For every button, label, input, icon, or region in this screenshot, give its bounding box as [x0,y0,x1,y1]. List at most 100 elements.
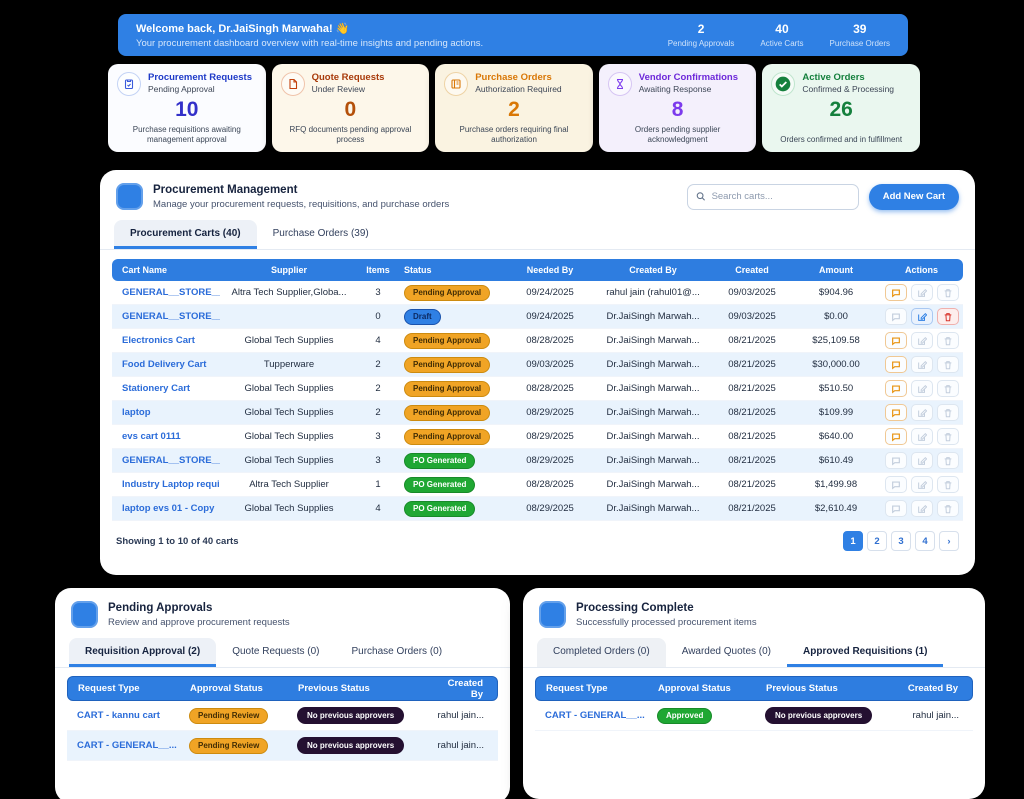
col-items: Items [366,265,390,275]
comment-icon[interactable] [884,476,907,493]
page-1-button[interactable]: 1 [843,531,863,551]
cart-name-link[interactable]: Stationery Cart [122,383,191,394]
comment-icon[interactable] [884,404,907,421]
approval-table-row[interactable]: CART - kannu cart Pending Review No prev… [67,701,498,731]
cart-table-row[interactable]: laptop evs 01 - Copy Global Tech Supplie… [112,497,963,521]
tab-approved-requisitions[interactable]: Approved Requisitions (1) [787,638,944,667]
cart-table-row[interactable]: Food Delivery Cart Tupperware 2 Pending … [112,353,963,377]
edit-icon[interactable] [910,404,933,421]
amount-cell: $25,109.58 [812,335,860,346]
col-created-by: Created By [629,265,677,275]
edit-icon[interactable] [910,452,933,469]
edit-icon[interactable] [910,428,933,445]
edit-icon[interactable] [910,308,933,325]
tab-quote-requests[interactable]: Quote Requests (0) [232,646,320,657]
edit-icon[interactable] [910,500,933,517]
cart-name-link[interactable]: Food Delivery Cart [122,359,207,370]
cart-table-row[interactable]: GENERAL__STORE__C... Global Tech Supplie… [112,449,963,473]
cart-table-row[interactable]: Industry Laptop requi... Altra Tech Supp… [112,473,963,497]
trash-icon[interactable] [936,308,959,325]
edit-icon[interactable] [910,476,933,493]
edit-icon[interactable] [910,356,933,373]
comment-icon[interactable] [884,308,907,325]
search-icon [696,192,705,201]
cart-table-row[interactable]: Stationery Cart Global Tech Supplies 2 P… [112,377,963,401]
edit-icon[interactable] [910,380,933,397]
next-page-button[interactable]: › [939,531,959,551]
stat-card: Vendor Confirmations Awaiting Response 8… [598,64,757,152]
cart-name-link[interactable]: Electronics Cart [122,335,195,346]
page-4-button[interactable]: 4 [915,531,935,551]
amount-cell: $640.00 [818,431,854,442]
trash-icon[interactable] [936,380,959,397]
created-by-cell: rahul jain... [912,710,959,721]
tab-purchase-orders[interactable]: Purchase Orders (39) [272,228,369,239]
approval-table-row[interactable]: CART - GENERAL__... Approved No previous… [535,701,973,731]
trash-icon[interactable] [936,356,959,373]
table-body: CART - GENERAL__... Approved No previous… [535,701,973,731]
trash-icon[interactable] [936,428,959,445]
comment-icon[interactable] [884,284,907,301]
card-subtitle: Confirmed & Processing [802,84,895,95]
approval-table-row[interactable]: CART - GENERAL__... Pending Review No pr… [67,731,498,761]
page-2-button[interactable]: 2 [867,531,887,551]
cart-name-link[interactable]: GENERAL__STORE__C... [122,455,220,466]
comment-icon[interactable] [884,332,907,349]
comment-icon[interactable] [884,500,907,517]
cart-table-row[interactable]: GENERAL__STORE__C... 0 Draft 09/24/2025 … [112,305,963,329]
trash-icon[interactable] [936,284,959,301]
tab-purchase-orders[interactable]: Purchase Orders (0) [351,646,443,657]
trash-icon[interactable] [936,332,959,349]
needed-by-cell: 08/28/2025 [526,335,574,346]
comment-icon[interactable] [884,452,907,469]
cart-name-link[interactable]: Industry Laptop requi... [122,479,220,490]
amount-cell: $510.50 [818,383,854,394]
col-created: Created [735,265,769,275]
comment-icon[interactable] [884,380,907,397]
request-type-link[interactable]: CART - kannu cart [77,710,160,721]
processing-complete-panel: Processing Complete Successfully process… [523,588,985,799]
welcome-banner: Welcome back, Dr.JaiSingh Marwaha! 👋 You… [118,14,908,56]
comment-icon[interactable] [884,356,907,373]
created-cell: 08/21/2025 [728,479,776,490]
request-type-link[interactable]: CART - GENERAL__... [545,710,645,721]
needed-by-cell: 09/24/2025 [526,287,574,298]
cart-name-link[interactable]: evs cart 0111 [122,431,181,442]
cart-table-row[interactable]: laptop Global Tech Supplies 2 Pending Ap… [112,401,963,425]
add-new-cart-button[interactable]: Add New Cart [868,183,959,210]
trash-icon[interactable] [936,500,959,517]
trash-icon[interactable] [936,452,959,469]
cart-name-link[interactable]: laptop evs 01 - Copy [122,503,215,514]
cart-table-row[interactable]: Electronics Cart Global Tech Supplies 4 … [112,329,963,353]
cart-table-row[interactable]: evs cart 0111 Global Tech Supplies 3 Pen… [112,425,963,449]
card-value: 2 [508,98,520,121]
created-cell: 08/21/2025 [728,335,776,346]
edit-icon[interactable] [910,332,933,349]
request-type-link[interactable]: CART - GENERAL__... [77,740,177,751]
trash-icon[interactable] [936,404,959,421]
tab-completed-orders[interactable]: Completed Orders (0) [537,638,666,667]
created-cell: 08/21/2025 [728,503,776,514]
supplier-cell: Global Tech Supplies [244,335,334,346]
tab-awarded-quotes[interactable]: Awarded Quotes (0) [681,646,772,657]
trash-icon[interactable] [936,476,959,493]
banner-stat-pending-approvals: 2 Pending Approvals [668,22,735,48]
panel-tile-icon [71,601,98,628]
needed-by-cell: 08/28/2025 [526,479,574,490]
cart-name-link[interactable]: GENERAL__STORE__C... [122,311,220,322]
tab-requisition-approval[interactable]: Requisition Approval (2) [69,638,217,667]
card-value: 8 [671,98,684,121]
cart-name-link[interactable]: laptop [122,407,151,418]
comment-icon[interactable] [884,428,907,445]
main-tabs: Procurement Carts (40) Purchase Orders (… [100,220,975,250]
search-input[interactable] [711,191,850,202]
cart-name-link[interactable]: GENERAL__STORE__C... [122,287,220,298]
tab-procurement-carts[interactable]: Procurement Carts (40) [114,220,257,249]
cart-table-row[interactable]: GENERAL__STORE__C... Altra Tech Supplier… [112,281,963,305]
clipboard-check-icon [117,72,141,96]
cart-search[interactable] [686,183,859,210]
card-title: Quote Requests [311,72,385,84]
edit-icon[interactable] [910,284,933,301]
page-3-button[interactable]: 3 [891,531,911,551]
needed-by-cell: 08/29/2025 [526,407,574,418]
